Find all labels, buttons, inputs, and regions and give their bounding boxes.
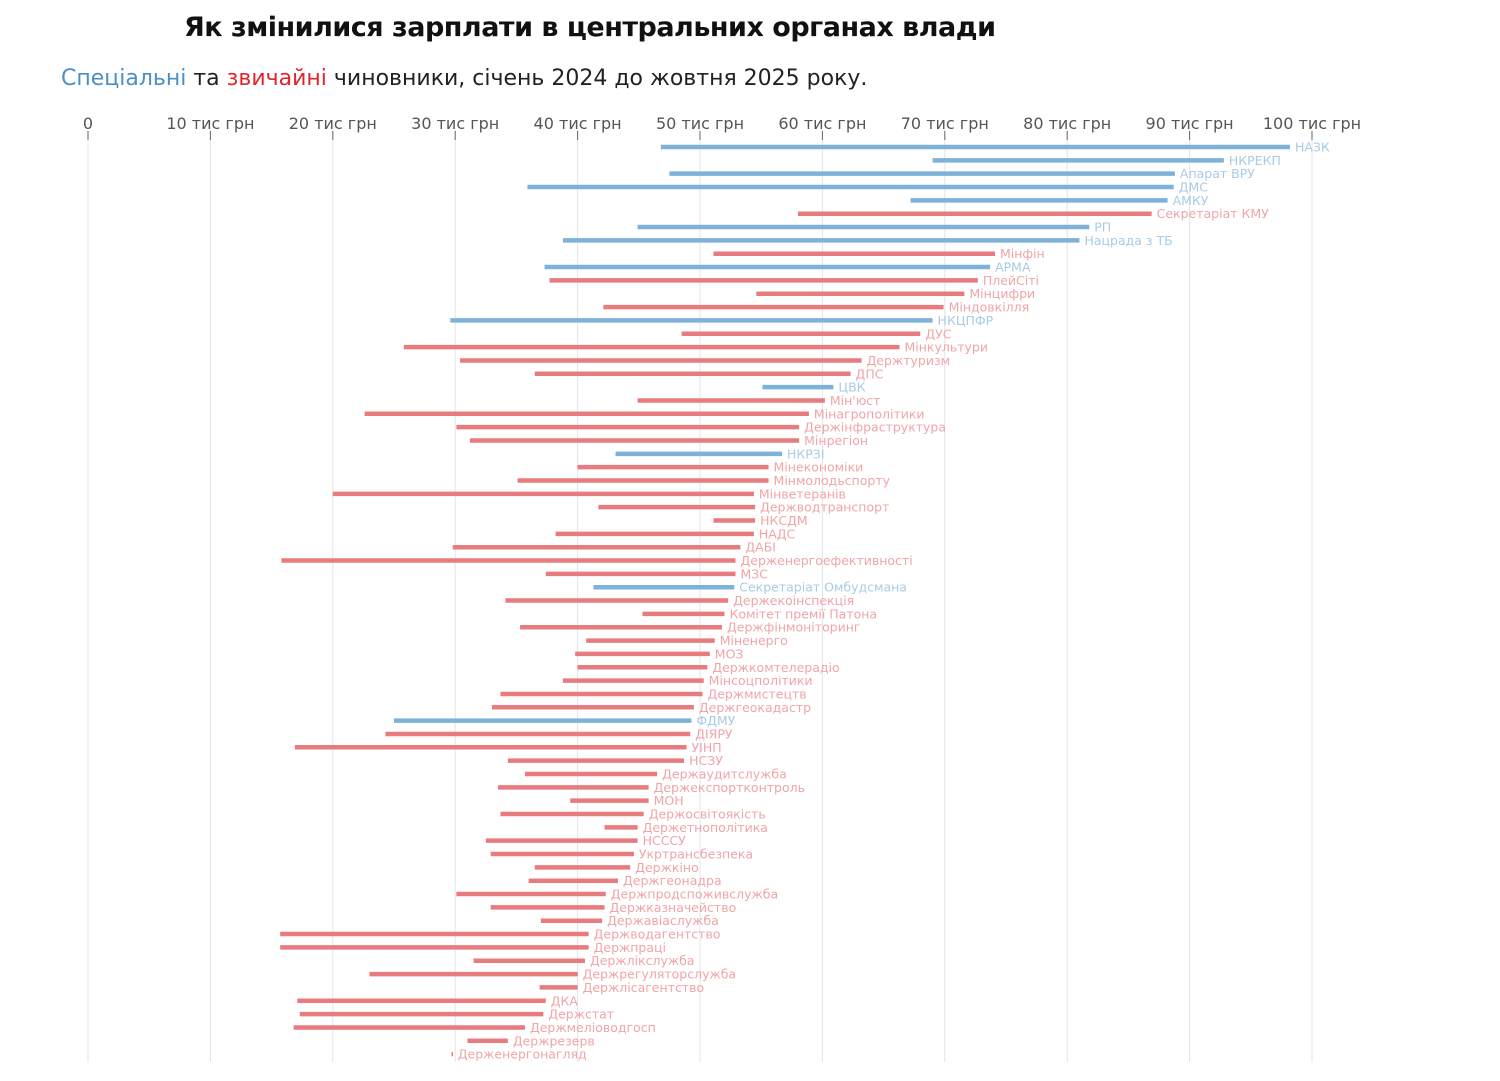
bar-label: Держстат xyxy=(548,1007,614,1022)
bar-label: Міненерго xyxy=(720,633,788,648)
bar-label: ЦВК xyxy=(838,380,865,395)
bar-label: Держгеокадастр xyxy=(699,700,811,715)
bar-label: ДПС xyxy=(856,366,884,381)
bar-label: ДКА xyxy=(551,993,579,1008)
bar-label: ДАБІ xyxy=(745,540,776,555)
bar-label: Держетнополітика xyxy=(643,820,768,835)
bar-label: Держінфраструктура xyxy=(804,420,946,435)
legend-special: Спеціальні xyxy=(61,66,187,91)
bar-label: Мінекономіки xyxy=(774,460,864,475)
bar-label: АРМА xyxy=(995,260,1031,275)
bar-label: Мін'юст xyxy=(830,393,881,408)
x-tick-label: 100 тис грн xyxy=(1263,114,1361,133)
bar-label: НСССУ xyxy=(643,833,687,848)
legend-ordinary: звичайні xyxy=(226,66,327,91)
bar-label: Мінветеранів xyxy=(759,486,846,501)
bar-label: Мінсоцполітики xyxy=(709,673,813,688)
bar-label: Держмистецтв xyxy=(707,686,806,701)
bar-label: Держекоінспекція xyxy=(733,593,854,608)
bar-label: Мінцифри xyxy=(969,286,1035,301)
bar-label: ДУС xyxy=(925,326,951,341)
bar-label: Мінфін xyxy=(1000,246,1045,261)
x-tick-label: 30 тис грн xyxy=(411,114,499,133)
bar-label: Держтуризм xyxy=(867,353,950,368)
bar-label: Держлісагентство xyxy=(583,980,705,995)
bar-label: Держаудитслужба xyxy=(662,766,787,781)
bar-label: РП xyxy=(1094,220,1111,235)
bar-label: АМКУ xyxy=(1173,193,1209,208)
bar-label: Державіаслужба xyxy=(607,913,719,928)
x-tick-label: 80 тис грн xyxy=(1023,114,1111,133)
x-tick-label: 10 тис грн xyxy=(166,114,254,133)
bar-label: Апарат ВРУ xyxy=(1180,166,1255,181)
bar-label: МОЗ xyxy=(715,646,744,661)
bar-label: НАДС xyxy=(759,526,796,541)
bar-label: НАЗК xyxy=(1295,140,1330,155)
bar-label: Держенергонагляд xyxy=(458,1047,587,1062)
bar-label: Держлікслужба xyxy=(590,953,695,968)
x-tick-label: 70 тис грн xyxy=(901,114,989,133)
bar-label: МЗС xyxy=(740,566,768,581)
bar-label: Мінрегіон xyxy=(804,433,868,448)
bar-label: Держказначейство xyxy=(610,900,737,915)
bar-label: ФДМУ xyxy=(696,713,735,728)
subtitle-rest: чиновники, січень 2024 до жовтня 2025 ро… xyxy=(326,66,868,91)
bar-label: Мінкультури xyxy=(905,340,988,355)
bar-label: Держенергоефективності xyxy=(740,553,912,568)
bar-label: УІНП xyxy=(692,740,722,755)
bar-label: НКСДМ xyxy=(760,513,808,528)
x-tick-label: 90 тис грн xyxy=(1146,114,1234,133)
x-tick-label: 60 тис грн xyxy=(778,114,866,133)
bar-label: Нацрада з ТБ xyxy=(1084,233,1172,248)
bar-label: Держкіно xyxy=(635,860,699,875)
bar-label: Держпраці xyxy=(594,940,666,955)
bar-label: Держосвітоякість xyxy=(649,807,766,822)
bar-label: Держфінмоніторинг xyxy=(727,620,860,635)
bar-label: Держкомтелерадіо xyxy=(712,660,839,675)
bar-label: Держводагентство xyxy=(594,927,721,942)
subtitle-and: та xyxy=(186,66,227,91)
bar-label: Мінмолодьспорту xyxy=(774,473,891,488)
x-tick-label: 50 тис грн xyxy=(656,114,744,133)
bar-label: ПлейСіті xyxy=(983,273,1039,288)
bar-label: Міндовкілля xyxy=(949,300,1030,315)
bar-label: Держводтранспорт xyxy=(760,500,889,515)
x-tick-label: 20 тис грн xyxy=(289,114,377,133)
bar-label: Секретаріат КМУ xyxy=(1157,206,1270,221)
chart-title: Як змінилися зарплати в центральних орга… xyxy=(184,12,996,43)
bar-label: Держгеонадра xyxy=(623,873,722,888)
bar-label: Секретаріат Омбудсмана xyxy=(739,580,907,595)
bar-label: НКРЗІ xyxy=(787,446,825,461)
bar-label: МОН xyxy=(654,793,684,808)
bar-label: Укртрансбезпека xyxy=(639,847,753,862)
bar-label: Комітет премії Патона xyxy=(729,606,877,621)
bar-label: Держпродспоживслужба xyxy=(611,887,778,902)
bar-label: НКЦПФР xyxy=(938,313,994,328)
bar-label: НКРЕКП xyxy=(1229,153,1281,168)
bar-label: ДМС xyxy=(1179,180,1209,195)
bar-label: НСЗУ xyxy=(689,753,723,768)
bar-label: Держекспортконтроль xyxy=(654,780,805,795)
chart-subtitle: Спеціальні та звичайні чиновники, січень… xyxy=(61,66,867,91)
x-tick-label: 0 xyxy=(83,114,93,133)
bar-label: Держрезерв xyxy=(513,1033,595,1048)
bar-label: Держмеліоводгосп xyxy=(530,1020,656,1035)
x-tick-label: 40 тис грн xyxy=(534,114,622,133)
bar-label: Держрегуляторслужба xyxy=(583,967,737,982)
bar-label: Мінагрополітики xyxy=(814,406,925,421)
bar-label: ДІЯРУ xyxy=(695,726,733,741)
